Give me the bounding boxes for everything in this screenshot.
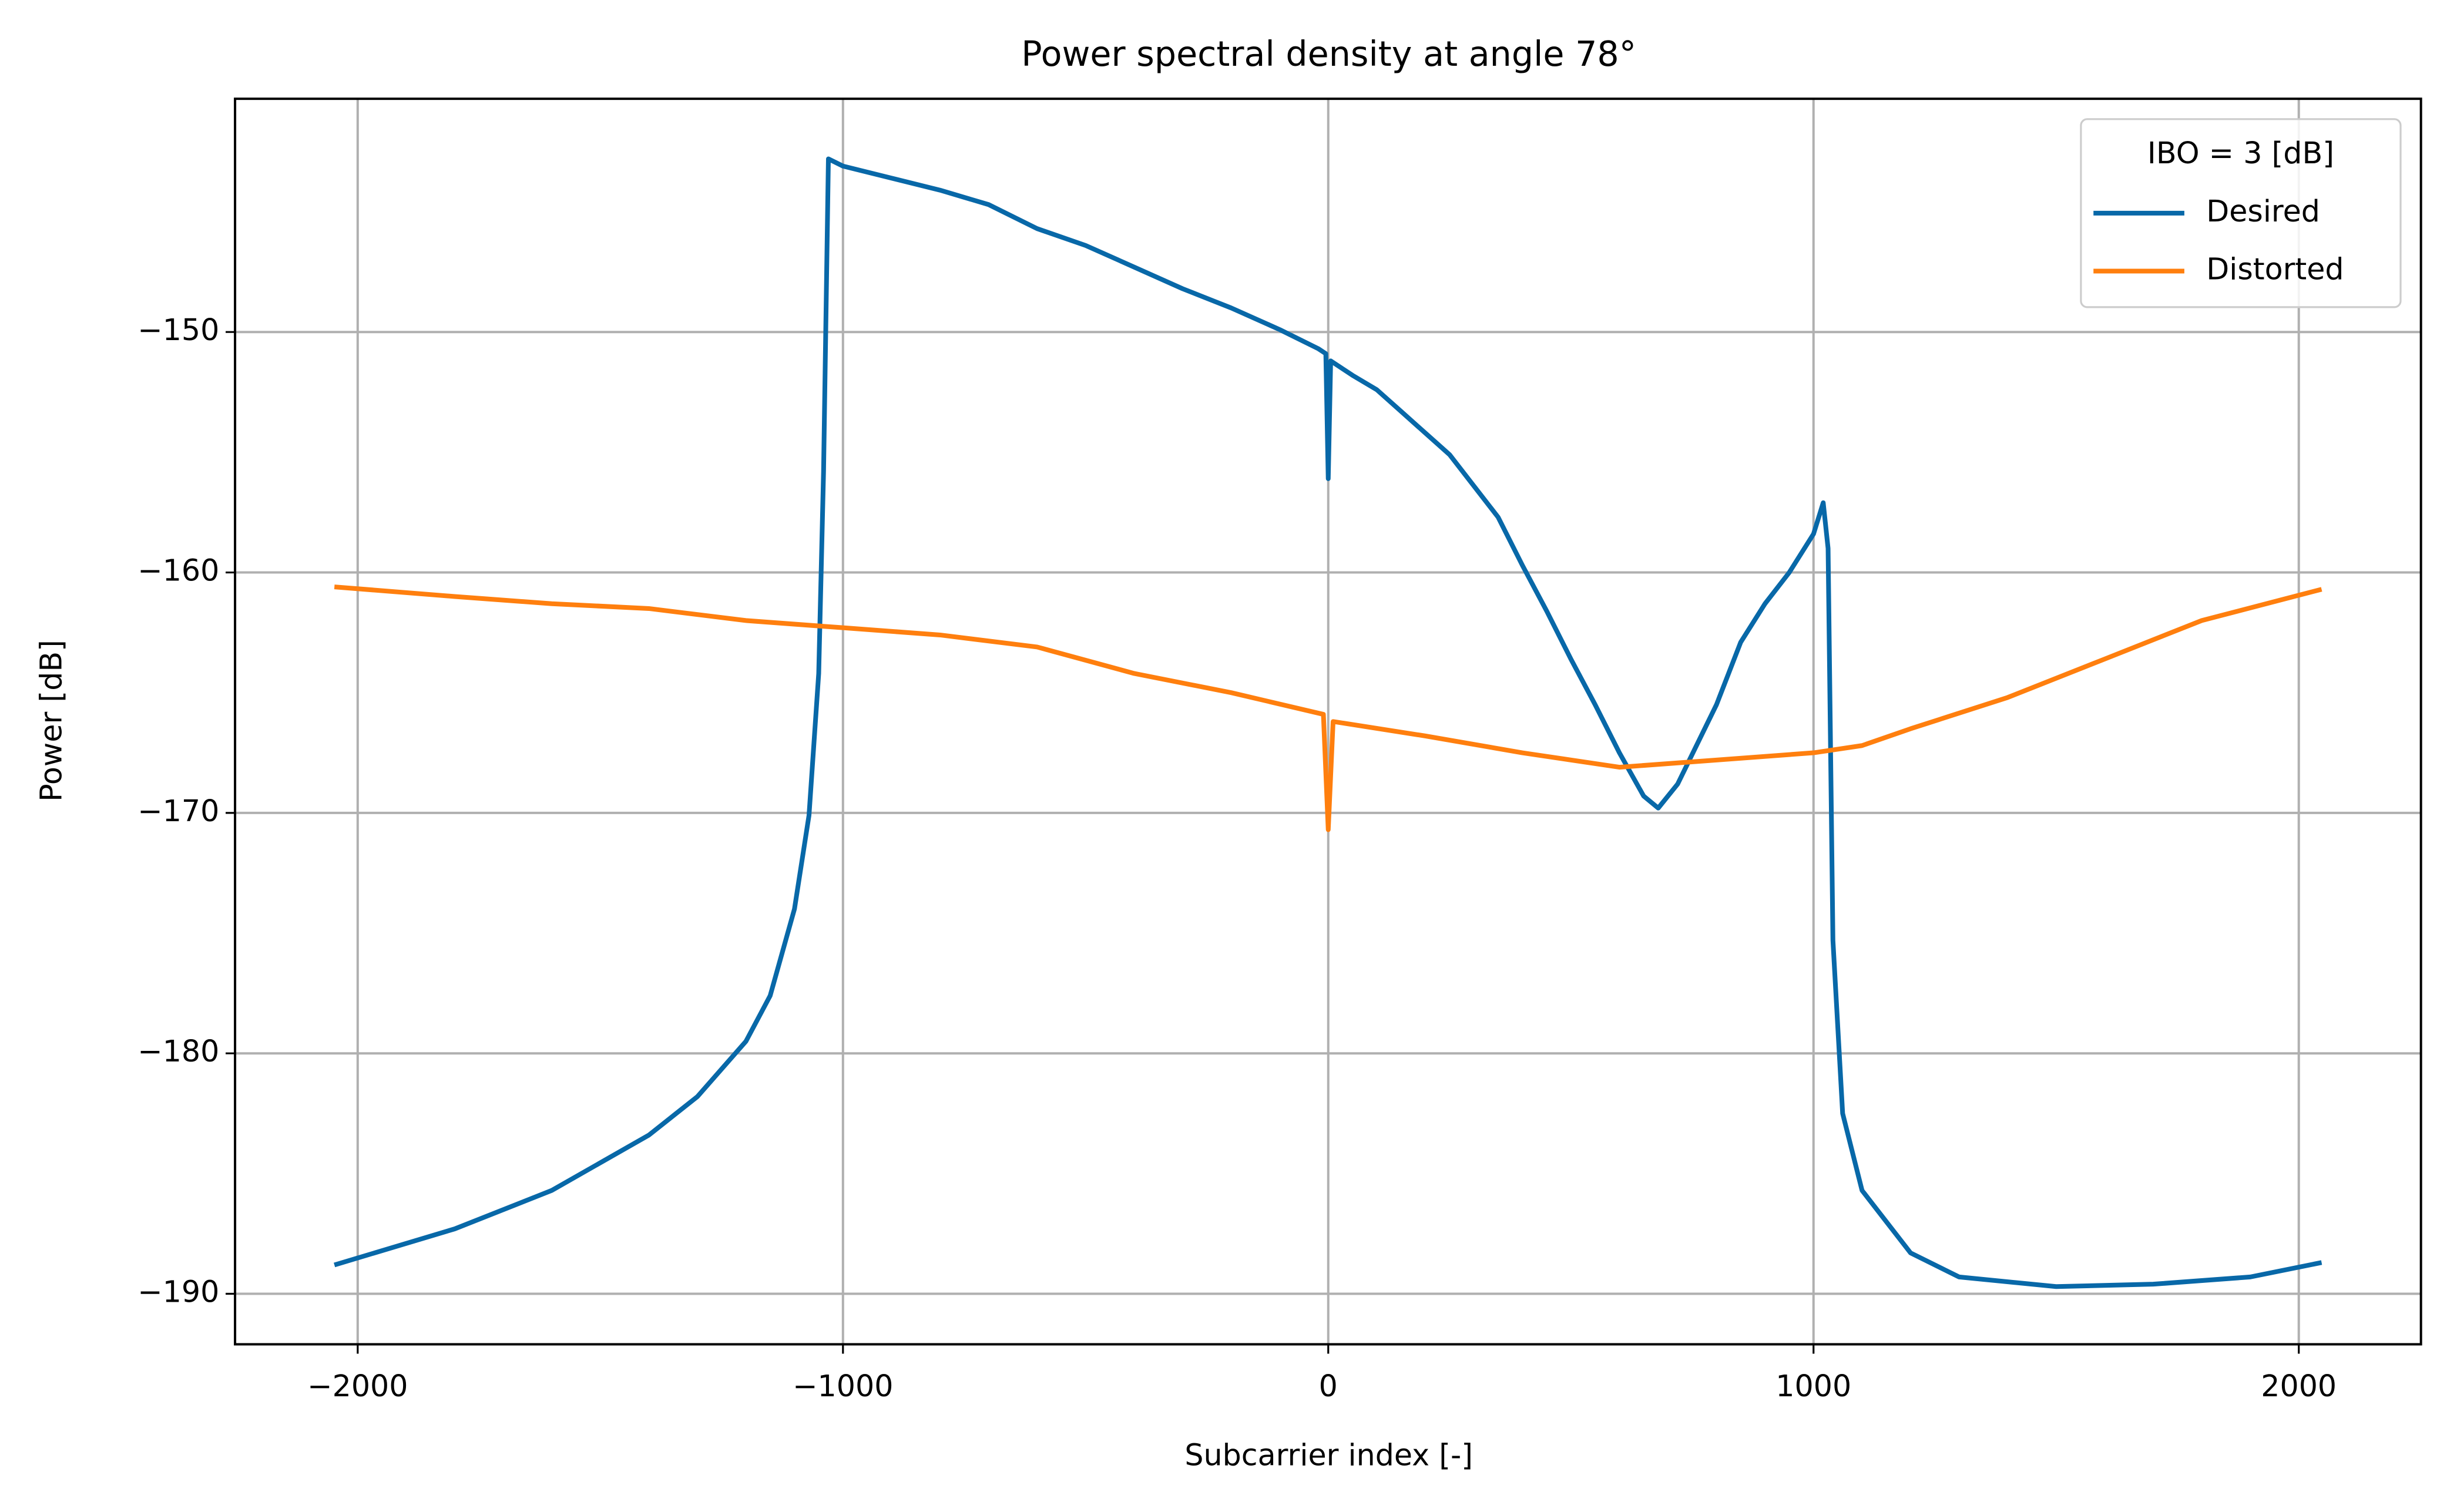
y-tick-label: −180 [137,1034,219,1069]
x-tick-label: −1000 [793,1369,893,1403]
x-tick-label: 2000 [2261,1369,2337,1403]
x-tick-label: 0 [1319,1369,1338,1403]
y-tick-label: −170 [137,794,219,828]
chart-title: Power spectral density at angle 78° [1021,34,1636,74]
x-axis-label: Subcarrier index [-] [1184,1438,1473,1473]
legend-label: Distorted [2206,252,2344,287]
y-tick-label: −150 [137,313,219,347]
y-tick-label: −160 [137,553,219,588]
x-tick-label: 1000 [1775,1369,1851,1403]
legend-box [2080,118,2402,308]
line-series [334,584,2322,832]
legend-title: IBO = 3 [dB] [2147,136,2334,170]
legend-label: Desired [2206,194,2320,229]
plot-frame [234,98,2422,1346]
y-tick-label: −190 [137,1275,219,1309]
line-series [334,156,2322,1289]
y-axis-label: Power [dB] [34,640,69,802]
x-tick-label: −2000 [307,1369,408,1403]
